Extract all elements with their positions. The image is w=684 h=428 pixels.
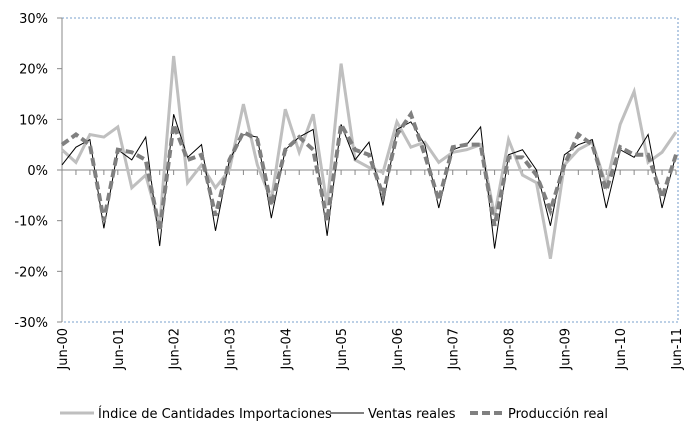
x-tick-label: Jun-09 (558, 328, 573, 371)
series-line (60, 109, 678, 232)
x-tick-label: Jun-02 (168, 328, 183, 371)
series-line (60, 55, 678, 259)
y-tick-label: 0% (27, 164, 48, 179)
y-tick-label: -30% (14, 316, 48, 331)
legend-label: Índice de Cantidades Importaciones (98, 406, 332, 422)
y-tick-label: -20% (14, 265, 48, 280)
x-tick-label: Jun-11 (670, 328, 684, 371)
series-line (61, 114, 677, 249)
x-tick-label: Jun-04 (279, 328, 294, 371)
legend-label: Ventas reales (368, 407, 456, 422)
x-tick-label: Jun-07 (447, 328, 462, 371)
x-tick-label: Jun-08 (503, 328, 518, 371)
x-tick-label: Jun-01 (112, 328, 127, 371)
legend-label: Producción real (508, 407, 608, 422)
x-tick-label: Jun-00 (56, 328, 71, 371)
y-tick-label: 10% (19, 113, 48, 128)
x-tick-label: Jun-06 (391, 328, 406, 371)
x-tick-label: Jun-05 (335, 328, 350, 371)
y-tick-label: 20% (19, 63, 48, 78)
y-tick-label: 30% (19, 12, 48, 27)
x-tick-label: Jun-10 (614, 328, 629, 371)
x-tick-label: Jun-03 (223, 328, 238, 371)
y-tick-label: -10% (14, 215, 48, 230)
